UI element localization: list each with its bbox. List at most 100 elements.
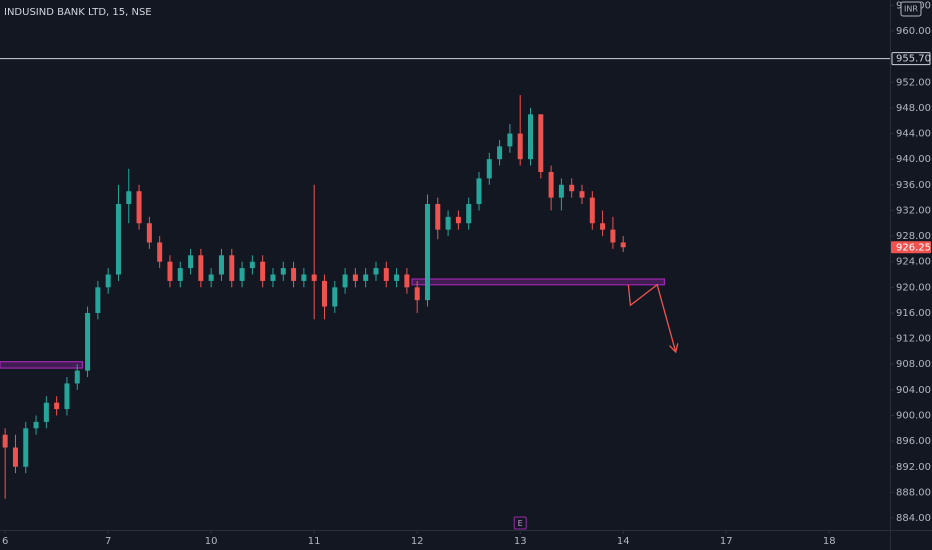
candle-body (64, 383, 70, 410)
plot-area (0, 58, 890, 499)
currency-label: INR (904, 5, 918, 14)
candle-body (291, 268, 297, 281)
candle-body (394, 274, 400, 281)
candle-body (218, 255, 224, 275)
y-tick-label: 928.00 (896, 231, 931, 242)
candle-body (280, 268, 286, 275)
candle-body (342, 274, 348, 288)
candle-body (33, 421, 39, 429)
zone (411, 278, 666, 286)
candle-body (373, 268, 379, 275)
y-tick-label: 952.00 (896, 77, 931, 88)
y-tick-label: 940.00 (896, 154, 931, 165)
candle-body (177, 268, 183, 281)
y-tick-label: 884.00 (896, 513, 931, 524)
y-tick-label: 948.00 (896, 103, 931, 114)
arrow-drawing (627, 283, 677, 353)
candle-body (579, 191, 585, 198)
candle-body (321, 280, 327, 307)
price-line-badge (891, 52, 931, 66)
candle-body (157, 242, 163, 262)
candle-body (188, 255, 194, 269)
candle-body (548, 171, 554, 198)
candle-body (352, 274, 358, 281)
candle-body (23, 428, 29, 467)
x-tick-label: 14 (617, 536, 630, 547)
candle-body (517, 133, 523, 160)
y-tick-label: 896.00 (896, 436, 931, 447)
candle-body (167, 261, 173, 281)
x-tick-label: 13 (514, 536, 527, 547)
candle-body (424, 204, 430, 301)
candle-body (455, 216, 461, 224)
y-tick-label: 932.00 (896, 205, 931, 216)
candle-body (115, 204, 121, 275)
candle-body (12, 447, 18, 467)
arrow-head (669, 343, 679, 354)
last-price-badge (891, 241, 931, 254)
candle-body (270, 274, 276, 281)
candle-body (445, 216, 451, 230)
currency-box (900, 1, 922, 17)
y-tick-label: 900.00 (896, 410, 931, 421)
x-tick-label: 6 (2, 536, 8, 547)
candle-body (589, 197, 595, 224)
last-price-label: 926.25 (896, 242, 931, 253)
candle-body (558, 184, 564, 198)
candle-body (260, 261, 266, 281)
candle-body (43, 402, 49, 422)
candle-body (435, 204, 441, 230)
candle-body (383, 268, 389, 281)
candle-body (476, 178, 482, 205)
y-tick-label: 892.00 (896, 462, 931, 473)
chart-title: INDUSIND BANK LTD, 15, NSE (4, 7, 152, 18)
candle-body (126, 191, 132, 205)
x-tick-label: 7 (105, 536, 111, 547)
candle-body (620, 242, 626, 248)
y-tick-label: 912.00 (896, 334, 931, 345)
candle-body (74, 370, 80, 384)
candle-body (363, 274, 369, 281)
candle-body (600, 223, 606, 230)
candle-body (146, 223, 152, 243)
candle-body (569, 184, 575, 192)
candle-body (466, 204, 472, 224)
candle-body (507, 133, 513, 147)
candle-body (136, 191, 142, 224)
candle-body (404, 274, 410, 288)
candle-body (486, 159, 492, 179)
candle-body (301, 274, 307, 281)
candle-body (414, 287, 420, 301)
x-tick-label: 18 (823, 536, 836, 547)
candle-body (239, 268, 245, 281)
candle-body (95, 287, 101, 313)
candle-body (54, 402, 60, 410)
candle-body (332, 287, 338, 307)
candle-body (311, 274, 317, 281)
y-tick-label: 944.00 (896, 129, 931, 140)
y-tick-label: 888.00 (896, 487, 931, 498)
candle-body (538, 114, 544, 172)
candle-body (208, 274, 214, 281)
x-tick-label: 17 (720, 536, 733, 547)
candle-body (198, 255, 204, 281)
price-line-label: 955.70 (896, 54, 931, 65)
x-tick-label: 10 (205, 536, 218, 547)
candle-body (2, 434, 8, 448)
y-tick-label: 908.00 (896, 359, 931, 370)
candle-body (497, 146, 503, 160)
event-marker-box (513, 516, 527, 530)
y-tick-label: 924.00 (896, 257, 931, 268)
candle-body (527, 114, 533, 160)
zone (0, 361, 84, 369)
candle-body (610, 229, 616, 243)
y-tick-label: 904.00 (896, 385, 931, 396)
candle-body (249, 261, 255, 269)
y-tick-label: 916.00 (896, 308, 931, 319)
y-tick-label: 936.00 (896, 180, 931, 191)
candle-body (105, 274, 111, 288)
candle-body (85, 312, 91, 371)
x-tick-label: 11 (308, 536, 321, 547)
